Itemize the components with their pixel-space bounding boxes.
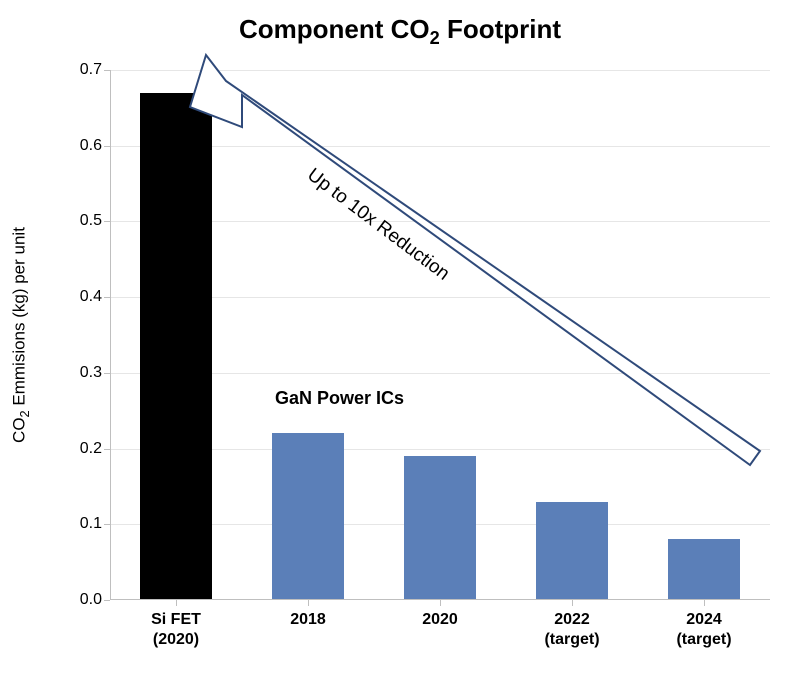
plot-area: 0.00.10.20.30.40.50.60.7Si FET (2020)201… — [110, 70, 770, 600]
y-tick-label: 0.5 — [80, 212, 102, 230]
x-category-label: 2020 — [422, 610, 458, 630]
y-tick-label: 0.4 — [80, 288, 102, 306]
y-axis-label: CO2 Emmisions (kg) per unit — [10, 227, 32, 443]
x-tick-mark — [176, 600, 177, 606]
y-tick-label: 0.1 — [80, 515, 102, 533]
chart-title: Component CO2 Footprint — [0, 14, 800, 49]
bar — [272, 433, 345, 600]
x-tick-mark — [572, 600, 573, 606]
y-tick-label: 0.2 — [80, 440, 102, 458]
x-tick-mark — [440, 600, 441, 606]
co2-footprint-chart: Component CO2 Footprint 0.00.10.20.30.40… — [0, 0, 800, 694]
bar — [668, 539, 741, 600]
gan-annotation: GaN Power ICs — [275, 388, 404, 409]
bar — [140, 93, 213, 600]
x-axis-line — [110, 599, 770, 600]
bar — [536, 502, 609, 600]
x-tick-mark — [308, 600, 309, 606]
x-category-label: Si FET (2020) — [151, 610, 201, 650]
gridline — [110, 70, 770, 71]
y-tick-label: 0.7 — [80, 61, 102, 79]
y-tick-label: 0.0 — [80, 591, 102, 609]
x-category-label: 2018 — [290, 610, 326, 630]
y-tick-label: 0.3 — [80, 364, 102, 382]
x-category-label: 2022 (target) — [544, 610, 599, 650]
bar — [404, 456, 477, 600]
y-axis-line — [110, 70, 111, 600]
y-tick-mark — [104, 600, 110, 601]
x-category-label: 2024 (target) — [676, 610, 731, 650]
y-tick-label: 0.6 — [80, 137, 102, 155]
x-tick-mark — [704, 600, 705, 606]
